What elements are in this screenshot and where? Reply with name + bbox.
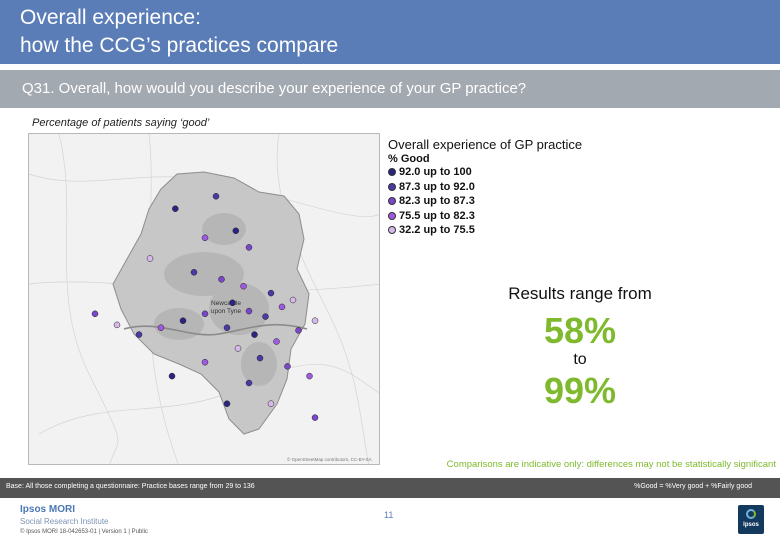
legend-dot-icon bbox=[388, 182, 396, 191]
practice-dot bbox=[157, 324, 165, 331]
place-label-line-1: Newcastle bbox=[211, 300, 241, 307]
badge-label: Ipsos bbox=[743, 522, 759, 528]
practice-dot bbox=[146, 255, 154, 262]
practice-dot bbox=[190, 269, 198, 276]
practice-dot bbox=[245, 379, 253, 387]
place-label-line-2: upon Tyne bbox=[211, 308, 242, 315]
legend-item-label: 82.3 up to 87.3 bbox=[399, 195, 475, 208]
practice-dot bbox=[201, 310, 209, 318]
practice-dot bbox=[234, 345, 242, 352]
base-text: Base: All those completing a questionnai… bbox=[6, 483, 255, 490]
practice-dot bbox=[212, 193, 220, 200]
good-definition: %Good = %Very good + %Fairly good bbox=[634, 483, 752, 490]
practice-dot bbox=[295, 327, 302, 334]
legend-dot-icon bbox=[388, 197, 396, 206]
map-caption: Percentage of patients saying ‘good’ bbox=[32, 117, 210, 129]
legend-item-label: 75.5 up to 82.3 bbox=[399, 209, 475, 222]
map-legend: Overall experience of GP practice % Good… bbox=[388, 137, 582, 238]
practice-dot bbox=[113, 321, 121, 329]
practice-dot bbox=[223, 400, 231, 407]
legend-subtitle: % Good bbox=[388, 153, 430, 165]
practice-dot bbox=[278, 303, 286, 311]
results-joiner: to bbox=[573, 351, 587, 368]
slide-title-line-1: Overall experience: bbox=[20, 6, 201, 29]
legend-dot-icon bbox=[388, 168, 396, 177]
map-frame: Newcastle upon Tyne © OpenStreetMap cont… bbox=[28, 133, 380, 465]
practice-dot bbox=[251, 331, 258, 338]
practice-dot bbox=[201, 234, 209, 242]
legend-item: 92.0 up to 100 bbox=[388, 165, 582, 180]
legend-dot-icon bbox=[388, 211, 396, 220]
question-bar: Q31. Overall, how would you describe you… bbox=[0, 70, 780, 108]
practice-dot bbox=[91, 310, 99, 318]
footer-copyright: © Ipsos MORI 18-042653-01 | Version 1 | … bbox=[20, 529, 148, 535]
legend-item-label: 92.0 up to 100 bbox=[399, 166, 472, 179]
results-heading: Results range from bbox=[508, 284, 652, 303]
brand-logo: Ipsos MORI bbox=[20, 504, 76, 515]
urban-texture bbox=[154, 213, 277, 386]
practice-dot bbox=[267, 400, 275, 407]
practice-dot bbox=[267, 289, 275, 297]
legend-title: Overall experience of GP practice bbox=[388, 137, 583, 152]
results-min-value: 58% bbox=[543, 310, 617, 351]
practice-dot bbox=[179, 317, 187, 324]
legend-item-label: 87.3 up to 92.0 bbox=[399, 180, 475, 193]
practice-dot bbox=[284, 363, 291, 370]
legend-item-label: 32.2 up to 75.5 bbox=[399, 224, 475, 237]
base-bar: Base: All those completing a questionnai… bbox=[0, 478, 780, 498]
practice-dot bbox=[311, 317, 319, 324]
practice-dot bbox=[262, 313, 269, 320]
practice-dot bbox=[172, 205, 179, 212]
practice-dot bbox=[311, 414, 319, 421]
ipsos-badge-icon: Ipsos bbox=[738, 505, 764, 534]
comparison-note: Comparisons are indicative only: differe… bbox=[446, 459, 776, 470]
legend-item: 75.5 up to 82.3 bbox=[388, 209, 582, 224]
question-text: Q31. Overall, how would you describe you… bbox=[22, 80, 527, 97]
legend-item: 32.2 up to 75.5 bbox=[388, 223, 582, 238]
legend-item: 87.3 up to 92.0 bbox=[388, 180, 582, 195]
practice-dot bbox=[232, 227, 240, 235]
practice-dot bbox=[229, 299, 236, 307]
practice-dot bbox=[245, 244, 253, 251]
footer: Ipsos MORI Social Research Institute © I… bbox=[0, 498, 780, 540]
swirl-icon bbox=[746, 509, 756, 519]
practice-dot bbox=[256, 354, 264, 362]
title-bar: Overall experience: how the CCG’s practi… bbox=[0, 0, 780, 64]
practice-dot bbox=[245, 307, 253, 315]
map-copyright: © OpenStreetMap contributors, CC-BY-SA bbox=[287, 456, 372, 462]
page-number: 11 bbox=[384, 510, 394, 520]
practice-dot bbox=[168, 372, 176, 380]
river-tyne bbox=[123, 323, 308, 336]
results-max-value: 99% bbox=[543, 370, 617, 411]
practice-dots bbox=[91, 193, 319, 421]
slide-title-line-2: how the CCG’s practices compare bbox=[20, 34, 339, 57]
brand-subtitle: Social Research Institute bbox=[20, 517, 109, 526]
practice-dot bbox=[289, 296, 297, 304]
map-svg: Newcastle upon Tyne © OpenStreetMap cont… bbox=[29, 134, 379, 464]
practice-dot bbox=[273, 338, 280, 345]
practice-dot bbox=[201, 358, 209, 366]
legend-item: 82.3 up to 87.3 bbox=[388, 194, 582, 209]
practice-dot bbox=[223, 324, 231, 331]
practice-dot bbox=[240, 282, 247, 290]
legend-dot-icon bbox=[388, 226, 396, 235]
practice-dot bbox=[135, 331, 143, 338]
practice-dot bbox=[306, 372, 313, 380]
practice-dot bbox=[218, 276, 225, 283]
